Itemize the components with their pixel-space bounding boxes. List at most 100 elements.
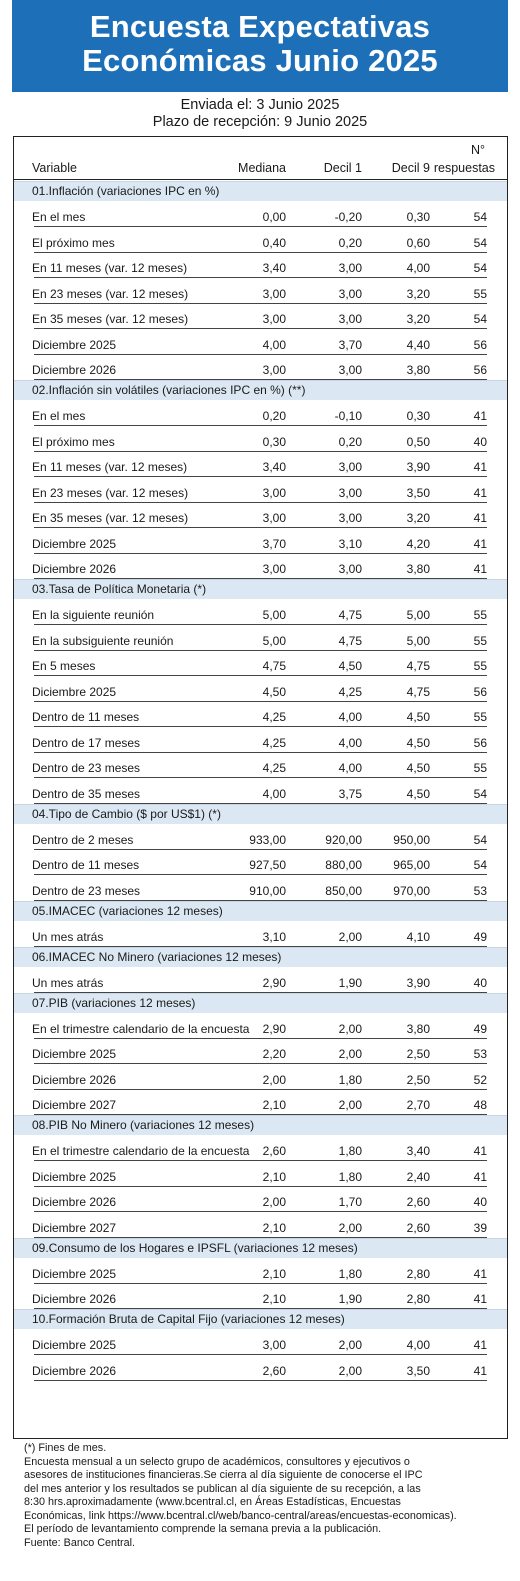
section-header: 02.Inflación sin volátiles (variaciones …	[14, 380, 507, 400]
mediana-cell: 3,40	[262, 460, 286, 474]
table-row: Diciembre 2026 2,10 1,90 2,80 41	[14, 1284, 507, 1309]
table-row: Dentro de 35 meses 4,00 3,75 4,50 54	[14, 778, 507, 804]
row-divider	[34, 1379, 487, 1381]
row-label: Diciembre 2025	[32, 536, 117, 551]
decil9-cell: 3,80	[406, 1021, 430, 1036]
decil1-cell: 1,70	[338, 1195, 362, 1209]
decil1-cell: 3,10	[338, 536, 362, 551]
row-divider	[34, 848, 487, 850]
mediana-cell: 0,20	[262, 409, 286, 423]
mediana-cell: 5,00	[262, 633, 286, 648]
decil1-cell: 850,00	[325, 883, 362, 898]
row-label: Diciembre 2027	[32, 1220, 117, 1235]
respuestas-cell: 48	[473, 1098, 487, 1112]
decil1-cell: 1,90	[338, 1292, 362, 1306]
row-divider	[34, 1160, 487, 1161]
mediana-cell: 2,60	[262, 1363, 286, 1378]
row-label: Diciembre 2026	[32, 363, 117, 377]
decil9-cell: 2,50	[406, 1047, 430, 1061]
respuestas-cell: 41	[473, 1144, 487, 1158]
mediana-cell: 3,00	[262, 312, 286, 326]
respuestas-cell: 56	[473, 735, 487, 750]
table-row: En 23 meses (var. 12 meses) 3,00 3,00 3,20 5…	[14, 278, 507, 304]
decil1-cell: 1,80	[338, 1144, 362, 1158]
row-label: Diciembre 2025	[32, 1338, 117, 1352]
mediana-cell: 2,20	[262, 1047, 286, 1061]
row-label: En la siguiente reunión	[32, 608, 155, 622]
decil1-cell: 1,80	[338, 1266, 362, 1281]
decil9-cell: 0,30	[406, 409, 430, 423]
mediana-cell: 3,00	[262, 363, 286, 377]
table-row: Dentro de 17 meses 4,25 4,00 4,50 56	[14, 727, 507, 753]
row-divider	[34, 1037, 487, 1039]
row-label: En 23 meses (var. 12 meses)	[32, 286, 189, 301]
row-divider	[34, 1308, 487, 1309]
row-label: Dentro de 11 meses	[32, 710, 140, 724]
table-row: En el trimestre calendario de la encuest…	[14, 1013, 507, 1039]
decil9-cell: 3,80	[406, 562, 430, 576]
respuestas-cell: 53	[473, 1047, 487, 1061]
respuestas-cell: 54	[473, 235, 487, 250]
expectations-table: Variable Mediana Decil 1 Decil 9 N° resp…	[13, 136, 508, 1439]
decil9-cell: 3,40	[406, 1144, 430, 1158]
mediana-cell: 5,00	[262, 608, 286, 622]
mediana-cell: 0,40	[262, 235, 286, 250]
table-row: Diciembre 2025 2,20 2,00 2,50 53	[14, 1039, 507, 1064]
row-label: El próximo mes	[32, 235, 115, 250]
sent-date: Enviada el: 3 Junio 2025	[180, 97, 340, 113]
decil9-cell: 3,50	[406, 1363, 430, 1378]
decil9-cell: 3,80	[406, 363, 430, 377]
row-divider	[34, 425, 487, 426]
decil9-cell: 965,00	[393, 858, 430, 872]
row-divider	[34, 552, 487, 554]
respuestas-cell: 41	[473, 409, 487, 423]
section-header: 08.PIB No Minero (variaciones 12 meses)	[14, 1115, 507, 1135]
section-header: 04.Tipo de Cambio ($ por US$1) (*)	[14, 803, 507, 824]
decil1-cell: 4,00	[338, 761, 362, 775]
decil9-cell: 2,80	[406, 1266, 430, 1281]
row-label: Dentro de 23 meses	[32, 761, 141, 775]
row-divider	[34, 802, 487, 804]
section-header: 01.Inflación (variaciones IPC en %)	[14, 181, 507, 201]
table-row: Un mes atrás 3,10 2,00 4,10 49	[14, 921, 507, 947]
row-label: Diciembre 2025	[32, 1047, 117, 1061]
table-row: En 23 meses (var. 12 meses) 3,00 3,00 3,50 4…	[14, 477, 507, 503]
respuestas-cell: 49	[473, 1021, 487, 1036]
section-header: 07.PIB (variaciones 12 meses)	[14, 992, 507, 1013]
row-divider	[34, 302, 487, 304]
decil1-cell: 3,00	[338, 460, 362, 474]
table-row: En el mes 0,00 -0,20 0,30 54	[14, 202, 507, 227]
mediana-cell: 4,25	[262, 761, 286, 775]
decil1-cell: 3,00	[338, 485, 362, 500]
decil1-cell: 1,80	[338, 1072, 362, 1087]
mediana-cell: 4,50	[262, 684, 286, 699]
decil9-cell: 2,80	[406, 1292, 430, 1306]
row-label: En la subsiguiente reunión	[32, 633, 174, 648]
decil9-cell: 4,00	[406, 1338, 430, 1352]
row-divider	[34, 226, 487, 227]
mediana-cell: 2,10	[262, 1169, 286, 1184]
row-divider	[34, 328, 487, 329]
decil9-cell: 2,40	[406, 1169, 430, 1184]
table-row: Diciembre 2025 3,70 3,10 4,20 41	[14, 528, 507, 554]
decil1-cell: 1,80	[338, 1169, 362, 1184]
row-divider	[34, 675, 487, 676]
row-divider	[34, 726, 487, 727]
table-row: Dentro de 23 meses 910,00 850,00 970,00 53	[14, 875, 507, 901]
section-title: 09.Consumo de los Hogares e IPSFL (varia…	[32, 1240, 358, 1255]
respuestas-cell: 55	[473, 286, 487, 301]
respuestas-cell: 41	[473, 1169, 487, 1184]
table-row: El próximo mes 0,30 0,20 0,50 40	[14, 426, 507, 452]
respuestas-cell: 40	[473, 434, 487, 449]
row-label: En el mes	[32, 409, 86, 423]
mediana-cell: 2,10	[262, 1292, 286, 1306]
decil1-cell: 4,50	[338, 659, 362, 673]
respuestas-cell: 39	[473, 1220, 487, 1235]
row-divider	[34, 649, 487, 651]
decil9-cell: 4,75	[406, 659, 430, 673]
decil1-cell: 4,25	[338, 684, 362, 699]
table-row: Diciembre 2026 2,00 1,80 2,50 52	[14, 1064, 507, 1090]
row-label: En 5 meses	[32, 659, 96, 673]
decil9-cell: 5,00	[406, 608, 430, 622]
decil1-cell: 2,00	[338, 1338, 362, 1352]
